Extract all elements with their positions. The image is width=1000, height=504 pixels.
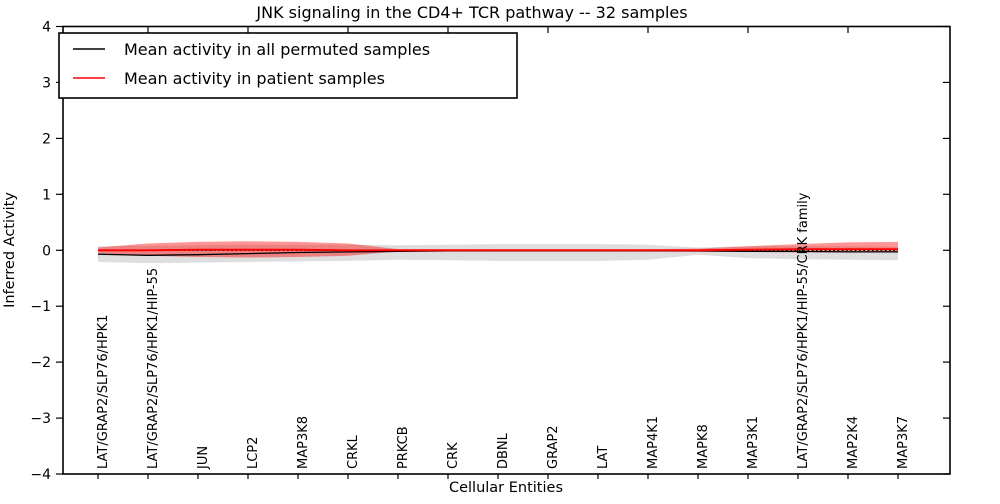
y-tick-label: 2 (42, 131, 51, 147)
category-label: LAT (596, 446, 611, 469)
category-label: CRK (446, 442, 461, 469)
y-tick-label: −4 (30, 467, 51, 483)
plot-area (97, 241, 898, 264)
y-axis-label: Inferred Activity (2, 192, 18, 308)
category-label: PRKCB (396, 426, 411, 469)
y-tick-label: −2 (30, 355, 51, 371)
axes-ticks: −4 −3 −2 −1 0 1 2 3 4 LAT/GRAP2/SLP76/HPK1 LAT/GRA… (30, 20, 950, 483)
y-tick-label: −3 (30, 411, 51, 427)
category-label: LAT/GRAP2/SLP76/HPK1/HIP-55/CRK family (796, 192, 811, 469)
category-label: MAP3K7 (896, 416, 911, 469)
y-tick-label: 0 (42, 243, 51, 259)
category-label: MAPK8 (696, 424, 711, 469)
y-tick-label: 1 (42, 187, 51, 203)
category-label: MAP3K1 (746, 416, 761, 469)
category-label: LAT/GRAP2/SLP76/HPK1 (96, 315, 111, 469)
category-label: GRAP2 (546, 425, 561, 469)
category-label: MAP2K4 (846, 416, 861, 469)
category-label: MAP3K8 (296, 416, 311, 469)
category-label: JUN (196, 446, 211, 470)
category-label: CRKL (346, 434, 361, 469)
legend: Mean activity in all permuted samples Me… (58, 32, 518, 99)
category-label: MAP4K1 (646, 416, 661, 469)
chart-title: JNK signaling in the CD4+ TCR pathway --… (255, 3, 687, 22)
category-label: LCP2 (246, 437, 261, 469)
y-tick-label: 3 (42, 75, 51, 91)
confidence-band-patient (98, 241, 898, 258)
legend-box (58, 32, 518, 99)
x-axis-label: Cellular Entities (449, 480, 563, 496)
mean-line-patient (98, 248, 898, 252)
y-tick-label: −1 (30, 299, 51, 315)
y-tick-label: 4 (42, 20, 51, 36)
legend-label-permuted: Mean activity in all permuted samples (124, 40, 430, 59)
category-label: LAT/GRAP2/SLP76/HPK1/HIP-55 (146, 268, 161, 469)
category-label: DBNL (496, 432, 511, 469)
legend-label-patient: Mean activity in patient samples (124, 69, 385, 88)
